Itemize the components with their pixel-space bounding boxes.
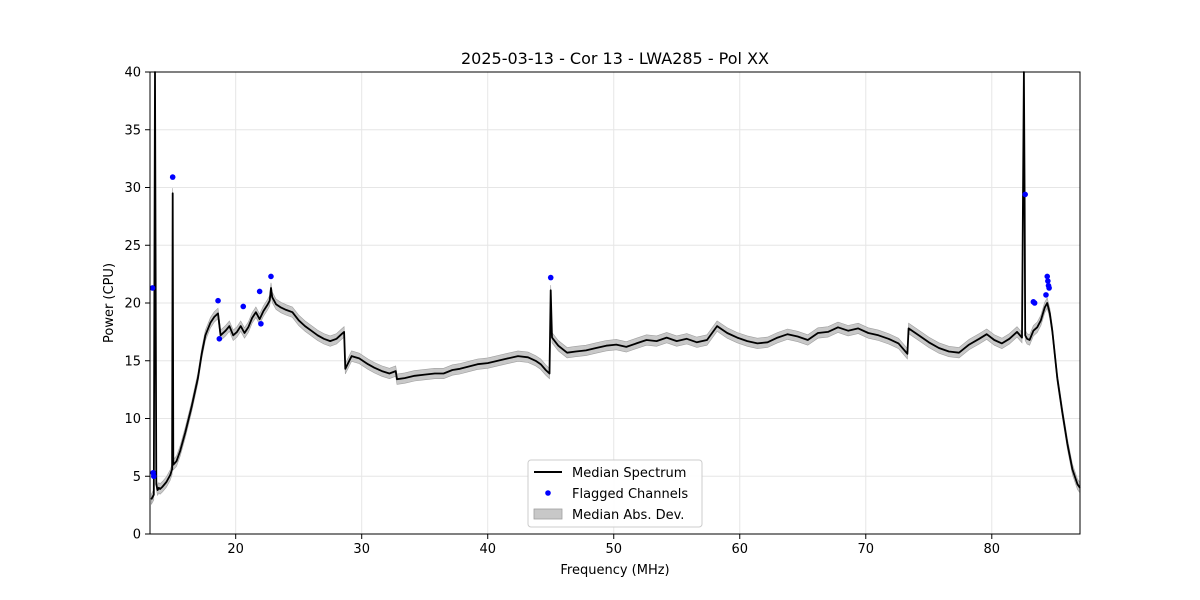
x-tick-label: 40 — [479, 542, 496, 557]
y-tick-label: 20 — [124, 297, 141, 312]
flagged-channel-point — [1046, 285, 1052, 291]
y-tick-label: 10 — [124, 412, 141, 427]
x-tick-label: 80 — [984, 542, 1001, 557]
flagged-channel-point — [256, 288, 263, 295]
y-tick-label: 25 — [124, 239, 141, 254]
y-tick-label: 30 — [124, 181, 141, 196]
legend-flagged-swatch — [545, 490, 551, 496]
flagged-channel-point — [169, 174, 176, 180]
legend-mad-label: Median Abs. Dev. — [572, 508, 684, 523]
flagged-channel-point — [258, 320, 264, 327]
y-tick-label: 40 — [124, 66, 141, 81]
flagged-channel-point — [1022, 191, 1028, 198]
legend: Median Spectrum Flagged Channels Median … — [527, 459, 703, 528]
legend-median-label: Median Spectrum — [572, 466, 686, 481]
x-axis-ticks: 20 30 40 50 60 70 80 — [227, 534, 1000, 557]
legend-mad-swatch — [533, 508, 563, 520]
flagged-channel-point — [149, 285, 156, 291]
x-axis-label: Frequency (MHz) — [560, 563, 669, 578]
flagged-channel-point — [150, 473, 157, 480]
flagged-channel-point — [1031, 300, 1038, 306]
y-tick-label: 5 — [133, 470, 141, 485]
x-tick-label: 70 — [857, 542, 874, 557]
median-spectrum-line — [150, 71, 1081, 500]
y-tick-label: 35 — [124, 123, 141, 138]
flagged-channel-point — [215, 297, 221, 304]
flagged-channel-point — [1045, 278, 1051, 284]
flagged-channel-point — [268, 273, 274, 280]
chart-title: 2025-03-13 - Cor 13 - LWA285 - Pol XX — [461, 49, 769, 68]
y-axis-ticks: 0 5 10 15 20 25 30 35 40 — [124, 66, 150, 543]
y-tick-label: 15 — [124, 354, 141, 369]
flagged-points — [149, 174, 1052, 480]
legend-box — [527, 459, 703, 528]
legend-flagged-label: Flagged Channels — [572, 487, 688, 502]
y-axis-label: Power (CPU) — [102, 263, 117, 343]
flagged-channel-point — [240, 303, 247, 310]
median-spectrum-path — [150, 71, 1081, 500]
flagged-channel-point — [547, 274, 554, 281]
x-tick-label: 30 — [353, 542, 370, 557]
x-tick-label: 60 — [731, 542, 748, 557]
flagged-channel-point — [1044, 273, 1051, 280]
x-tick-label: 20 — [227, 542, 244, 557]
flagged-channel-point — [216, 336, 223, 342]
x-tick-label: 50 — [605, 542, 622, 557]
y-tick-label: 0 — [133, 528, 141, 543]
flagged-channel-point — [1043, 292, 1049, 298]
